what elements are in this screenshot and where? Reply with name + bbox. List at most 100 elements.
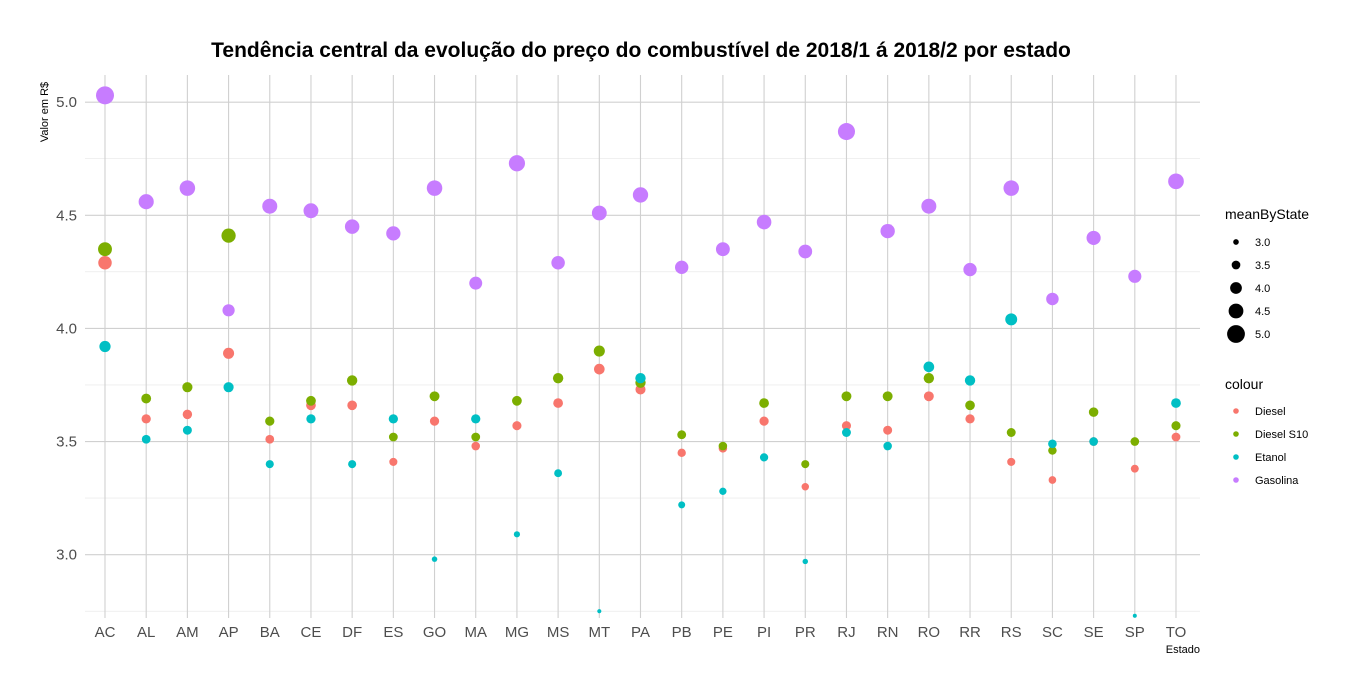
x-tick-label: AC: [95, 624, 116, 641]
point-diesel-go: [429, 416, 440, 426]
colour-legend-key: [1233, 408, 1239, 414]
point-gasolina-to: [1168, 173, 1184, 190]
point-diesel-s10-ma: [471, 432, 481, 442]
data-points: [96, 86, 1184, 618]
point-gasolina-sp: [1128, 269, 1142, 283]
point-gasolina-es: [386, 226, 401, 241]
x-tick-label: PI: [757, 624, 771, 641]
size-legend-key: [1233, 239, 1239, 245]
point-diesel-es: [389, 457, 398, 466]
point-gasolina-ma: [469, 276, 483, 290]
x-tick-label: RO: [918, 624, 941, 641]
point-diesel-rn: [883, 425, 893, 435]
point-gasolina-se: [1086, 230, 1101, 245]
point-gasolina-mt: [591, 205, 607, 221]
x-tick-label: RR: [959, 624, 981, 641]
x-tick-label: PA: [631, 624, 650, 641]
x-tick-label: CE: [301, 624, 322, 641]
point-diesel-s10-to: [1171, 421, 1181, 431]
point-gasolina-al: [138, 194, 154, 210]
point-gasolina-pe: [715, 242, 730, 257]
point-gasolina-sc: [1046, 292, 1059, 306]
size-legend-label: 5.0: [1255, 329, 1270, 341]
point-gasolina-pb: [675, 260, 689, 274]
colour-legend: colour Diesel Diesel S10 Etanol Gasolina: [1225, 376, 1308, 487]
point-diesel-s10-am: [182, 382, 193, 393]
point-etanol-rj: [841, 428, 851, 437]
x-tick-label: PR: [795, 624, 816, 641]
point-gasolina-ap: [222, 304, 235, 317]
x-tick-label: RN: [877, 624, 899, 641]
x-tick-label: PE: [713, 624, 733, 641]
point-etanol-sc: [1048, 439, 1057, 449]
point-diesel-ma: [471, 441, 481, 451]
point-etanol-pa: [635, 372, 646, 384]
point-etanol-sp: [1132, 613, 1137, 618]
point-diesel-pr: [801, 483, 810, 491]
point-diesel-sc: [1048, 476, 1057, 484]
point-diesel-ms: [553, 398, 563, 408]
point-gasolina-rs: [1003, 180, 1019, 196]
point-diesel-s10-ba: [265, 416, 275, 426]
point-diesel-s10-sp: [1130, 437, 1140, 446]
point-diesel-s10-al: [141, 393, 152, 404]
point-etanol-pi: [759, 453, 769, 462]
point-diesel-s10-ms: [552, 372, 564, 384]
point-gasolina-rj: [837, 123, 855, 141]
point-diesel-sp: [1130, 464, 1139, 473]
x-tick-label: RS: [1001, 624, 1022, 641]
point-gasolina-ba: [262, 198, 278, 214]
colour-legend-label: Etanol: [1255, 452, 1286, 464]
point-diesel-s10-mt: [593, 345, 605, 357]
point-etanol-pb: [678, 501, 686, 509]
point-diesel-ac: [98, 256, 112, 270]
point-diesel-df: [347, 400, 357, 411]
point-etanol-ba: [265, 460, 274, 469]
size-legend-title: meanByState: [1225, 206, 1309, 222]
point-diesel-s10-pi: [759, 398, 769, 408]
x-tick-label: MS: [547, 624, 570, 641]
x-tick-label: MG: [505, 624, 529, 641]
x-tick-label: AP: [219, 624, 239, 641]
point-etanol-rr: [964, 375, 976, 386]
point-diesel-pi: [759, 416, 769, 426]
x-tick-label: SP: [1125, 624, 1145, 641]
point-diesel-s10-ac: [98, 242, 112, 257]
point-diesel-s10-es: [388, 432, 398, 442]
point-etanol-mt: [597, 609, 602, 614]
point-diesel-ro: [923, 391, 934, 402]
point-gasolina-ce: [303, 203, 319, 219]
point-etanol-am: [182, 425, 192, 435]
size-legend-label: 4.5: [1255, 306, 1270, 318]
point-diesel-s10-se: [1088, 407, 1099, 417]
point-diesel-s10-df: [346, 375, 358, 386]
point-diesel-s10-sc: [1048, 446, 1057, 455]
point-diesel-s10-rr: [965, 400, 975, 411]
y-tick-label: 5.0: [56, 94, 77, 111]
point-gasolina-ms: [551, 256, 565, 270]
y-tick-label: 3.5: [56, 434, 77, 451]
x-axis-label: Estado: [1166, 644, 1200, 656]
size-legend-key: [1227, 325, 1245, 343]
point-diesel-s10-ce: [306, 395, 316, 406]
x-tick-label: PB: [672, 624, 692, 641]
colour-legend-key: [1233, 477, 1239, 483]
point-gasolina-mg: [508, 155, 526, 172]
size-legend-label: 4.0: [1255, 283, 1270, 295]
point-diesel-s10-pr: [801, 460, 810, 469]
x-tick-label: SE: [1084, 624, 1104, 641]
point-etanol-se: [1089, 437, 1098, 446]
point-diesel-mt: [593, 363, 605, 375]
point-diesel-rr: [965, 414, 975, 424]
point-etanol-ce: [306, 414, 316, 424]
point-diesel-s10-pe: [718, 441, 728, 451]
point-etanol-pr: [802, 558, 808, 565]
x-tick-label: DF: [342, 624, 362, 641]
point-etanol-ro: [923, 361, 935, 373]
x-tick-label: MA: [464, 624, 487, 641]
point-etanol-al: [141, 434, 151, 444]
y-axis-ticks: 3.0 3.5 4.0 4.5 5.0: [56, 94, 77, 564]
point-diesel-rs: [1007, 457, 1016, 466]
x-tick-label: BA: [260, 624, 280, 641]
